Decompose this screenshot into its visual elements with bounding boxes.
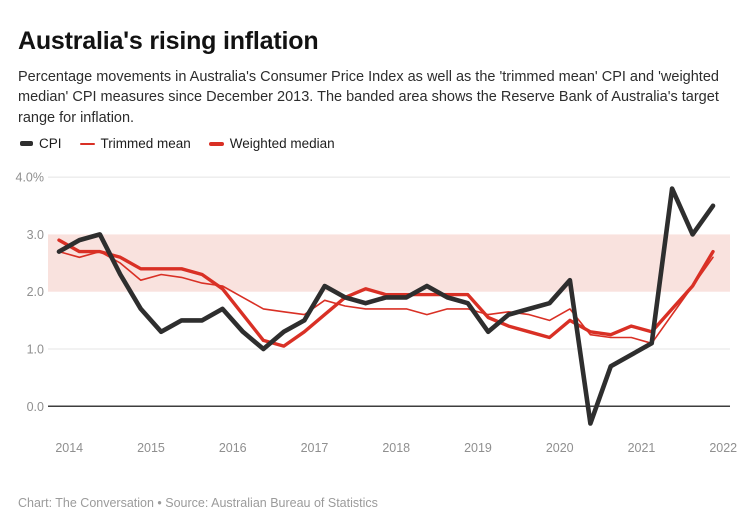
series-line-weighted-median [57,238,715,348]
legend-label-cpi: CPI [39,136,62,151]
x-axis-tick-label: 2016 [219,441,247,455]
y-axis-tick-label: 3.0 [27,228,44,242]
y-axis-tick-label: 4.0% [16,171,45,185]
trimmed-mean-line-swatch-icon [79,142,95,145]
legend-item-trimmed-mean: Trimmed mean [79,136,191,151]
legend: CPI Trimmed mean Weighted median [20,136,335,151]
page-title: Australia's rising inflation [18,26,319,55]
series-line-cpi [56,186,716,426]
weighted-median-line-swatch-icon [208,141,224,146]
legend-item-cpi: CPI [20,136,62,151]
y-axis-tick-label: 1.0 [27,343,44,357]
rba-target-band [48,234,730,292]
y-axis-tick-label: 2.0 [27,285,44,299]
chart-subtitle: Percentage movements in Australia's Cons… [18,68,719,126]
x-axis-tick-label: 2019 [464,441,492,455]
y-axis-tick-label: 0.0 [27,400,44,414]
x-axis-tick-label: 2018 [382,441,410,455]
x-axis-tick-label: 2015 [137,441,165,455]
series-line-trimmed-mean [58,250,714,345]
x-axis-tick-label: 2021 [628,441,656,455]
legend-label-trimmed-mean: Trimmed mean [100,136,191,151]
x-axis-tick-label: 2017 [301,441,329,455]
legend-label-weighted-median: Weighted median [229,136,335,151]
x-axis-tick-label: 2022 [709,441,737,455]
x-axis-tick-label: 2014 [55,441,83,455]
x-axis-tick-label: 2020 [546,441,574,455]
legend-item-weighted-median: Weighted median [208,136,335,151]
cpi-line-swatch-icon [20,141,33,146]
chart-credit: Chart: The Conversation • Source: Austra… [18,495,378,510]
